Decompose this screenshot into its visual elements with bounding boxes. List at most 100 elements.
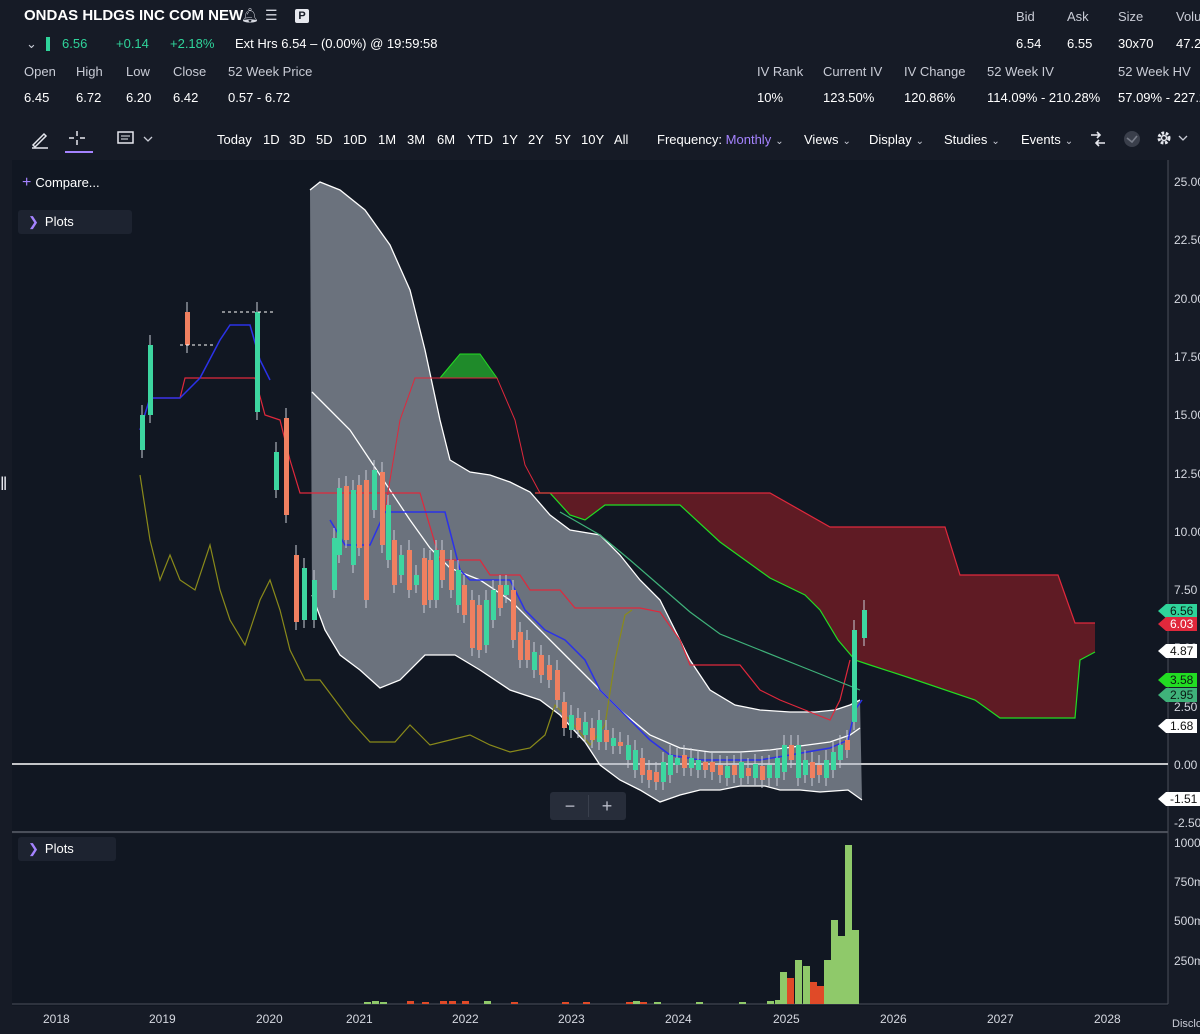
chevron-down-icon: ⌄ [842, 136, 851, 147]
y-tick-label: 17.50 [1174, 349, 1200, 364]
studies-dropdown[interactable]: Studies ⌄ [944, 132, 1000, 147]
draw-pencil-icon[interactable] [30, 129, 50, 149]
views-label: Views [804, 132, 839, 147]
stat-value: 6.20 [126, 90, 152, 105]
volume-bar [380, 1002, 387, 1004]
plots-toggle[interactable]: ❯ Plots [18, 210, 132, 234]
price-change: +0.14 [116, 36, 149, 51]
volume-bar [364, 1002, 371, 1004]
candle-body [654, 772, 659, 782]
candle-body [284, 418, 289, 515]
candle-body [456, 570, 461, 605]
range-button[interactable]: All [614, 132, 629, 147]
trade-icon[interactable] [1122, 129, 1142, 149]
events-dropdown[interactable]: Events ⌄ [1021, 132, 1073, 147]
range-button[interactable]: 5D [316, 132, 333, 147]
candle-body [532, 652, 537, 670]
volume-plots-toggle[interactable]: ❯ Plots [18, 837, 116, 861]
candle-body [255, 312, 260, 412]
position-badge[interactable]: P [295, 9, 309, 23]
x-tick-label: 2019 [149, 1012, 176, 1026]
chevron-down-icon: ⌄ [775, 136, 784, 147]
candle-body [746, 768, 751, 776]
chevron-down-icon[interactable]: ⌄ [26, 36, 37, 51]
range-button[interactable]: YTD [467, 132, 493, 147]
volume-bar [824, 960, 831, 1004]
range-button[interactable]: 2Y [528, 132, 544, 147]
crosshair-icon[interactable] [64, 128, 94, 154]
zoom-out-button[interactable]: − [564, 796, 576, 816]
range-button[interactable]: 6M [437, 132, 456, 147]
candle-body [312, 580, 317, 620]
iv-value: 57.09% - 227.2 [1118, 90, 1200, 105]
compare-button[interactable]: + Compare... [22, 174, 100, 192]
y-tick-label: 15.00 [1174, 408, 1200, 423]
range-button[interactable]: 10D [343, 132, 367, 147]
zoom-in-button[interactable]: + [588, 795, 625, 817]
extended-hours: Ext Hrs 6.54 – (0.00%) @ 19:59:58 [235, 36, 438, 51]
watchlist-add-icon[interactable]: ☰ [265, 7, 278, 23]
panel-resize-handle[interactable]: ‖ [0, 474, 8, 494]
range-button[interactable]: 3D [289, 132, 306, 147]
annotation-icon[interactable] [116, 129, 156, 149]
volume-panel[interactable] [12, 834, 1168, 1006]
ask-label: Ask [1067, 9, 1089, 24]
volume-bar [696, 1002, 703, 1004]
candle-body [689, 758, 694, 768]
candle-body [422, 558, 427, 605]
volume-bar [407, 1001, 414, 1004]
price-bar-icon [46, 37, 50, 51]
frequency-dropdown[interactable]: Frequency: Monthly ⌄ [657, 132, 784, 147]
disclosures-link[interactable]: Disclo [1172, 1018, 1200, 1030]
iv-label: IV Rank [757, 64, 804, 79]
price-tag: 3.58 [1158, 673, 1198, 687]
candle-body [504, 585, 509, 595]
iv-label: 52 Week IV [987, 64, 1054, 79]
candle-body [518, 632, 523, 660]
volume-bar [803, 966, 810, 1004]
range-button[interactable]: 3M [407, 132, 426, 147]
settings-gear-icon[interactable] [1154, 128, 1194, 148]
volume-bar [449, 1001, 456, 1004]
chevron-right-icon: ❯ [28, 841, 39, 856]
compare-arrows-icon[interactable] [1088, 129, 1108, 149]
candle-body [351, 490, 356, 565]
chevron-down-icon: ⌄ [991, 136, 1000, 147]
volume-tick-label: 500m [1174, 914, 1200, 928]
envelope-band [310, 182, 862, 802]
display-label: Display [869, 132, 912, 147]
range-button[interactable]: Today [217, 132, 252, 147]
candlestick-series [140, 302, 867, 790]
range-button[interactable]: 10Y [581, 132, 605, 147]
volume-bars [364, 845, 859, 1004]
volume-bar [583, 1002, 590, 1004]
stat-label: Close [173, 64, 207, 79]
volume-bar [654, 1002, 661, 1004]
range-button[interactable]: 1D [263, 132, 280, 147]
last-price: 6.56 [62, 36, 88, 51]
volume-plots-label: Plots [44, 841, 74, 856]
display-dropdown[interactable]: Display ⌄ [869, 132, 924, 147]
quote-header [0, 0, 1200, 122]
x-tick-label: 2023 [558, 1012, 585, 1026]
candle-body [357, 485, 362, 548]
ask-value: 6.55 [1067, 36, 1093, 51]
candle-body [364, 480, 369, 600]
range-button[interactable]: 1M [378, 132, 397, 147]
chevron-right-icon: ❯ [28, 214, 39, 229]
candle-body [597, 720, 602, 742]
iv-value: 123.50% [823, 90, 875, 105]
cloud-span-a [535, 492, 1096, 719]
range-button[interactable]: 1Y [502, 132, 518, 147]
candle-body [682, 755, 687, 768]
alert-bell-icon[interactable]: 🔔︎ [241, 7, 259, 23]
stat-label: Low [126, 64, 150, 79]
range-button[interactable]: 5Y [555, 132, 571, 147]
candle-body [498, 585, 503, 608]
stat-value: 6.42 [173, 90, 199, 105]
y-tick-label: 0.00 [1174, 758, 1198, 772]
views-dropdown[interactable]: Views ⌄ [804, 132, 851, 147]
stat-value: 6.45 [24, 90, 50, 105]
volume-bar [372, 1001, 379, 1004]
volume-bar [831, 920, 838, 1004]
